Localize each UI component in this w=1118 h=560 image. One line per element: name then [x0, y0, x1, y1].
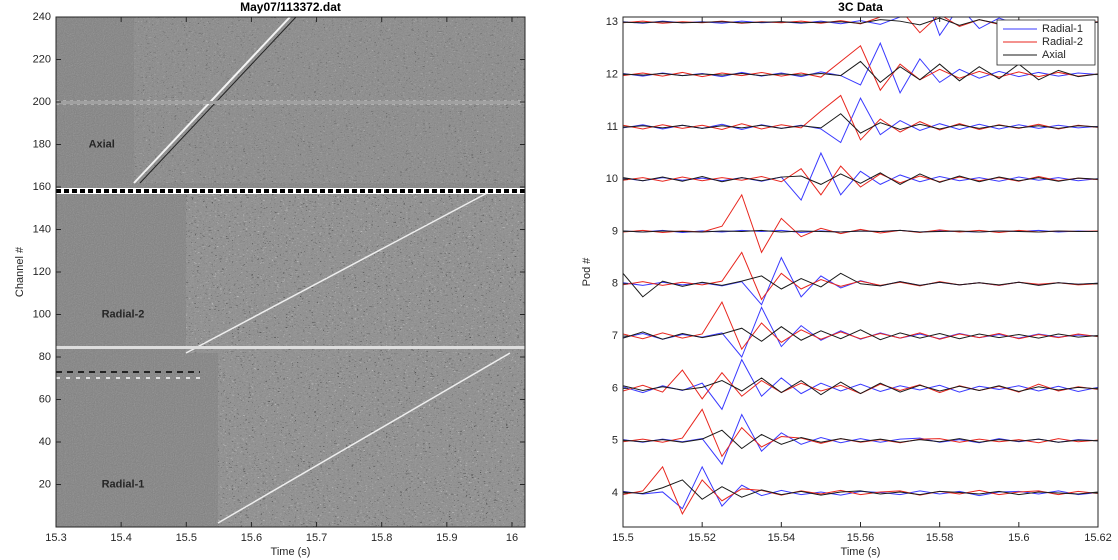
y-tick-label: 220	[33, 53, 51, 65]
trace-line	[623, 113, 1098, 134]
trace-line	[623, 300, 1098, 351]
trace-line	[623, 408, 1098, 458]
legend-label: Axial	[1042, 49, 1066, 61]
x-tick-label: 15.7	[306, 532, 327, 544]
y-tick-label: 60	[39, 393, 51, 405]
x-tick-label: 15.5	[612, 532, 633, 544]
x-tick-label: 15.52	[688, 532, 716, 544]
x-axis-label: Time (s)	[271, 546, 311, 558]
trace-line	[623, 96, 1098, 144]
y-axis-label: Pod #	[581, 257, 593, 287]
y-tick-label: 7	[612, 330, 618, 342]
trace-line	[623, 172, 1098, 185]
y-tick-label: 6	[612, 382, 618, 394]
y-tick-label: 11	[607, 121, 618, 133]
trace-line	[623, 465, 1098, 510]
trace-line	[623, 41, 1098, 94]
y-tick-label: 100	[33, 308, 51, 320]
chart-title: May07/113372.dat	[240, 0, 341, 14]
y-tick-label: 4	[612, 487, 618, 499]
y-tick-label: 12	[606, 68, 618, 80]
x-tick-label: 15.62	[1084, 532, 1112, 544]
y-axis-label: Channel #	[14, 246, 26, 297]
y-tick-label: 120	[33, 266, 51, 278]
plot-area	[623, 17, 1098, 516]
trace-line	[623, 413, 1098, 466]
x-tick-label: 15.56	[847, 532, 875, 544]
axes-frame	[622, 16, 1099, 528]
y-tick-label: 9	[612, 225, 618, 237]
trace-line	[623, 326, 1098, 342]
x-tick-label: 15.6	[1008, 532, 1029, 544]
x-tick-label: 15.3	[45, 532, 66, 544]
trace-line	[623, 465, 1098, 516]
y-tick-label: 80	[39, 351, 51, 363]
trace-line	[623, 251, 1098, 301]
y-tick-label: 13	[606, 16, 618, 28]
x-tick-label: 15.58	[926, 532, 954, 544]
x-tick-label: 15.6	[241, 532, 262, 544]
legend-label: Radial-2	[1042, 36, 1083, 48]
x-tick-label: 15.5	[176, 532, 197, 544]
trace-line	[623, 229, 1098, 233]
trace-line	[623, 429, 1098, 450]
trace-line	[623, 165, 1098, 196]
trace-line	[623, 193, 1098, 254]
trace-line	[623, 94, 1098, 141]
annotation: Radial-2	[102, 308, 145, 320]
y-tick-label: 160	[33, 181, 51, 193]
y-tick-label: 8	[612, 278, 618, 290]
trace-line	[623, 44, 1098, 92]
x-tick-label: 15.9	[436, 532, 457, 544]
y-tick-label: 240	[33, 11, 51, 23]
y-tick-label: 5	[612, 435, 618, 447]
trace-line	[623, 272, 1098, 298]
y-tick-label: 40	[39, 436, 51, 448]
y-tick-label: 10	[606, 173, 618, 185]
y-tick-label: 180	[33, 138, 51, 150]
x-tick-label: 16	[506, 532, 518, 544]
legend-label: Radial-1	[1042, 23, 1083, 35]
y-tick-label: 140	[33, 223, 51, 235]
trace-line	[623, 306, 1098, 358]
y-tick-label: 20	[39, 478, 51, 490]
x-axis-label: Time (s)	[841, 546, 881, 558]
annotation: Radial-1	[102, 478, 145, 490]
x-tick-label: 15.4	[110, 532, 131, 544]
y-tick-label: 200	[33, 96, 51, 108]
x-tick-label: 15.8	[371, 532, 392, 544]
trace-line	[623, 358, 1098, 411]
trace-line	[623, 377, 1098, 396]
annotation: Axial	[89, 138, 115, 150]
seismic-image	[56, 17, 525, 527]
chart-title: 3C Data	[838, 0, 883, 14]
trace-line	[623, 479, 1098, 500]
x-tick-label: 15.54	[768, 532, 796, 544]
trace-line	[623, 151, 1098, 202]
